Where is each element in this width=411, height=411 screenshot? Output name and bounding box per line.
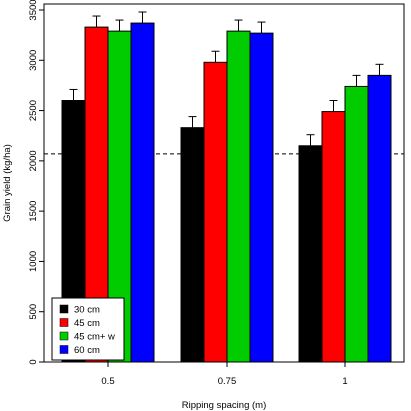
y-tick-label: 3500 (28, 0, 39, 21)
y-tick-label: 3000 (28, 50, 39, 71)
x-axis-title: Ripping spacing (m) (182, 400, 266, 411)
bar-0.75-45cmplusw (226, 30, 251, 363)
legend-label: 30 cm (74, 305, 100, 316)
error-bar-1-45cmplusw (352, 74, 361, 87)
bar-0.5-60cm (130, 22, 155, 363)
error-bar-0.75-45cm (211, 50, 220, 63)
error-bar-0.5-30cm (69, 88, 78, 101)
y-tick-label: 2000 (28, 150, 39, 171)
legend-swatch (59, 304, 69, 314)
bar-1-45cmplusw (344, 85, 369, 363)
y-tick-label: 1500 (28, 201, 39, 222)
error-bar-0.5-45cmplusw (115, 19, 124, 32)
error-bar-0.75-45cmplusw (234, 19, 243, 32)
x-tick-label: 1 (342, 376, 347, 387)
legend-label: 45 cm (74, 318, 100, 329)
error-bar-0.5-60cm (138, 11, 147, 24)
plot-frame (43, 3, 405, 363)
bar-1-60cm (367, 74, 392, 363)
error-bar-1-60cm (375, 63, 384, 76)
y-tick-label: 1000 (28, 251, 39, 272)
legend-label: 60 cm (74, 345, 100, 356)
x-tick-label: 0.75 (218, 376, 237, 387)
y-tick-label: 500 (28, 304, 39, 320)
bar-1-30cm (298, 145, 323, 363)
x-axis: 0.5 0.75 1 (101, 362, 348, 387)
y-axis-title: Grain yield (kg/ha) (2, 144, 13, 222)
bar-0.75-45cm (203, 61, 228, 363)
error-bar-1-45cm (329, 100, 338, 112)
legend-label: 45 cm+ w (74, 332, 115, 343)
error-bar-0.75-60cm (257, 21, 266, 34)
bar-1-45cm (321, 111, 346, 363)
error-bar-0.5-45cm (92, 15, 101, 28)
legend-swatch (59, 345, 69, 354)
bar-0.75-60cm (249, 32, 274, 363)
error-bar-1-30cm (306, 134, 315, 146)
y-axis: 0 500 1000 1500 2000 2500 3000 3500 (28, 0, 44, 365)
y-tick-label: 2500 (28, 100, 39, 121)
bar-0.75-30cm (180, 127, 205, 363)
y-tick-label: 0 (28, 359, 39, 364)
error-bar-0.75-30cm (188, 116, 197, 128)
legend: 30 cm 45 cm 45 cm+ w 60 cm (51, 297, 125, 361)
legend-swatch (59, 331, 69, 341)
x-tick-label: 0.5 (101, 376, 114, 387)
legend-swatch (59, 318, 69, 327)
